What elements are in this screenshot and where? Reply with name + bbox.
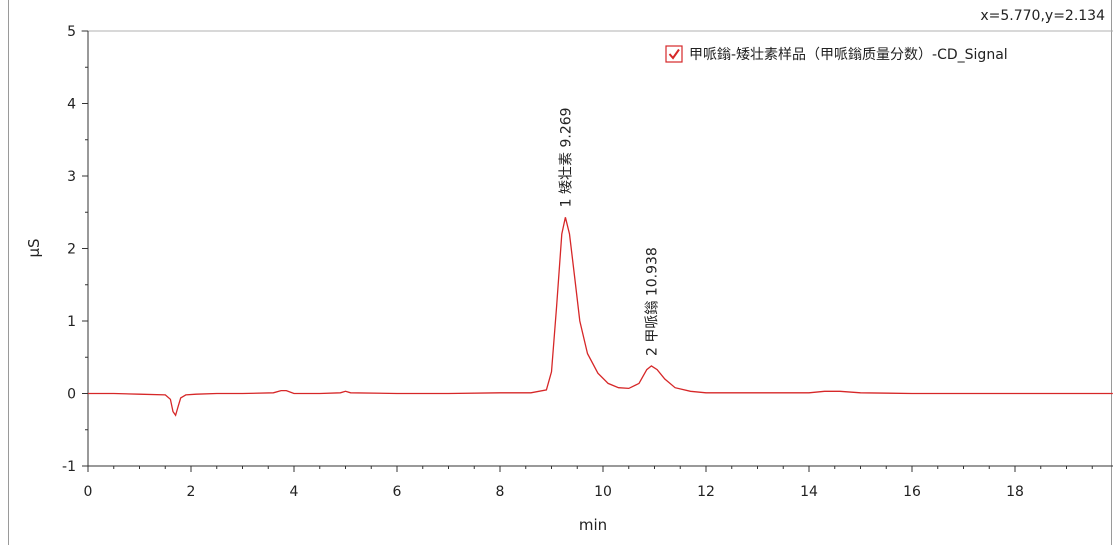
y-tick-label: 1 xyxy=(67,314,76,330)
legend-checkbox[interactable] xyxy=(665,45,683,63)
x-tick-label: 14 xyxy=(800,484,818,500)
x-tick-label: 12 xyxy=(697,484,715,500)
x-tick-label: 0 xyxy=(84,484,93,500)
x-tick-label: 10 xyxy=(594,484,612,500)
x-tick-label: 6 xyxy=(393,484,402,500)
peak-label-2: 2 甲哌鎓 10.938 xyxy=(643,247,660,356)
y-tick-label: 2 xyxy=(67,242,76,258)
cursor-readout: x=5.770,y=2.134 xyxy=(980,8,1105,24)
x-tick-label: 8 xyxy=(496,484,505,500)
x-axis-title: min xyxy=(579,516,607,534)
x-ticks: 0 2 4 6 8 10 12 14 16 18 xyxy=(84,466,1093,500)
x-tick-label: 16 xyxy=(903,484,921,500)
x-tick-label: 2 xyxy=(187,484,196,500)
legend: 甲哌鎓-矮壮素样品（甲哌鎓质量分数）-CD_Signal xyxy=(665,45,1008,63)
peak-labels: 1 矮壮素 9.269 2 甲哌鎓 10.938 xyxy=(558,107,660,356)
x-tick-label: 4 xyxy=(290,484,299,500)
y-tick-label: 4 xyxy=(67,97,76,113)
check-icon xyxy=(668,48,680,60)
x-tick-label: 18 xyxy=(1006,484,1024,500)
peak-label-1: 1 矮壮素 9.269 xyxy=(558,107,574,207)
series-line-cd-signal xyxy=(88,217,1113,417)
y-tick-label: -1 xyxy=(62,459,76,475)
y-tick-label: 5 xyxy=(67,24,76,40)
y-axis-title: µS xyxy=(25,238,43,257)
y-tick-label: 0 xyxy=(67,387,76,403)
legend-series-name: 甲哌鎓-矮壮素样品（甲哌鎓质量分数）-CD_Signal xyxy=(689,46,1008,63)
y-ticks: -1 0 1 2 3 4 5 xyxy=(62,24,88,475)
chart-frame: x=5.770,y=2.134 -1 0 1 2 3 4 5 0 2 4 6 8 10 12 14 16 18… xyxy=(8,0,1113,545)
y-tick-label: 3 xyxy=(67,169,76,185)
